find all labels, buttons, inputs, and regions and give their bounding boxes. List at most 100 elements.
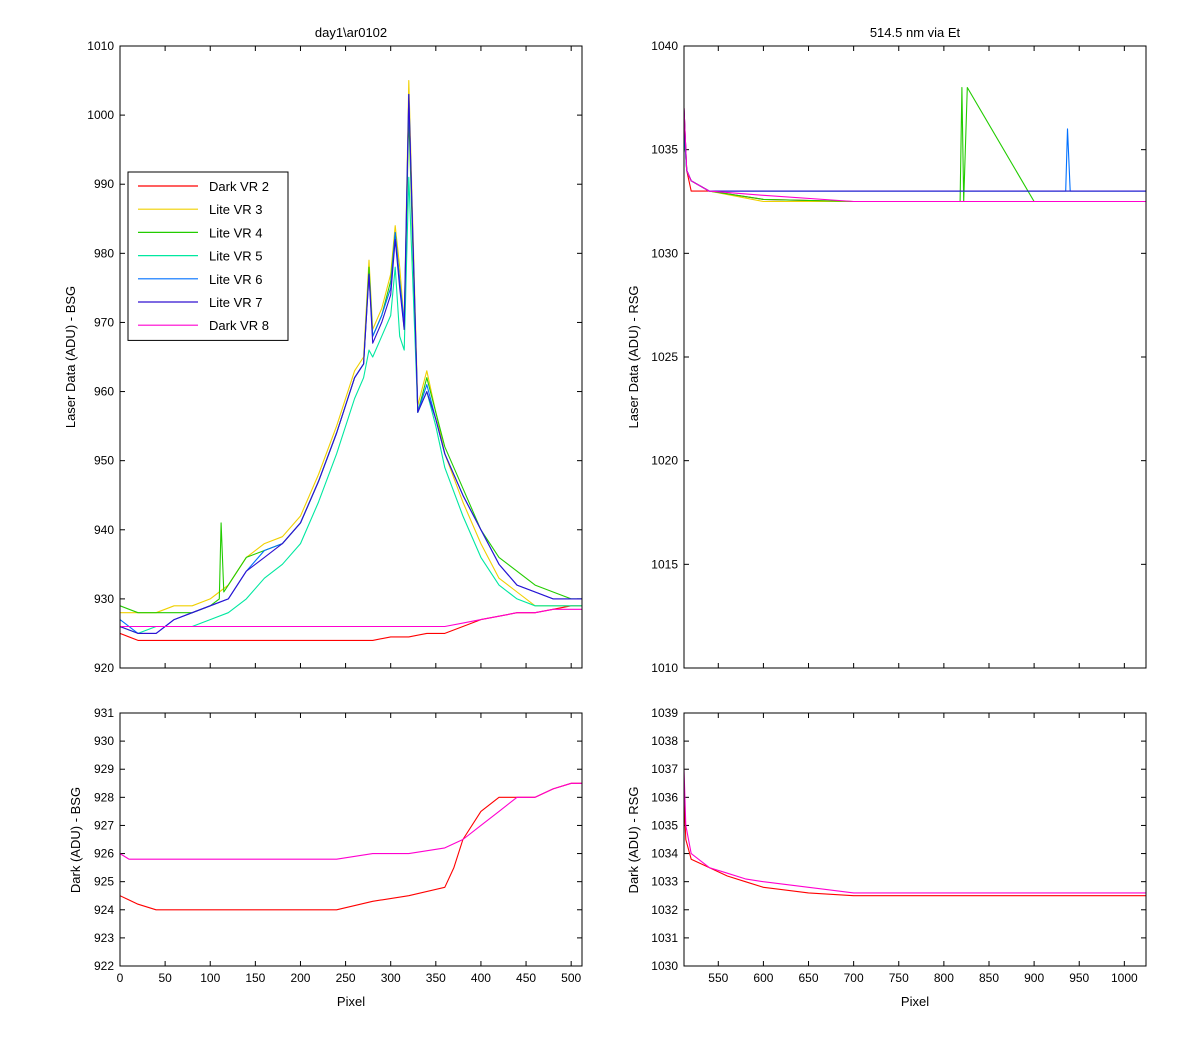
- panel-dark-rsg-ylabel: Dark (ADU) - RSG: [626, 787, 641, 894]
- dark-rsg-xtick-label: 650: [799, 971, 819, 985]
- legend-label-lite-vr-4: Lite VR 4: [209, 225, 262, 240]
- laser-bsg-ytick-label: 920: [94, 661, 114, 675]
- laser-bsg-ytick-label: 980: [94, 246, 114, 260]
- panel-laser-bsg-ylabel: Laser Data (ADU) - BSG: [63, 286, 78, 428]
- dark-rsg-xtick-label: 850: [979, 971, 999, 985]
- dark-rsg-xtick-label: 800: [934, 971, 954, 985]
- dark-bsg-ytick-label: 923: [94, 931, 114, 945]
- dark-rsg-xtick-label: 600: [753, 971, 773, 985]
- dark-bsg-xtick-label: 0: [117, 971, 124, 985]
- dark-rsg-xtick-label: 550: [708, 971, 728, 985]
- dark-bsg-ytick-label: 927: [94, 818, 114, 832]
- laser-bsg-ytick-label: 940: [94, 523, 114, 537]
- panel-dark-bsg: Dark (ADU) - BSG Pixel 0 50 100 150 200 250 30…: [68, 706, 583, 1009]
- dark-rsg-ytick-label: 1033: [651, 875, 678, 889]
- dark-bsg-ytick-label: 926: [94, 847, 114, 861]
- laser-rsg-series-dark-vr-8: [684, 108, 1146, 203]
- laser-bsg-ytick-label: 1010: [87, 39, 114, 53]
- legend: Dark VR 2 Lite VR 3 Lite VR 4 Lite VR 5 Lite…: [127, 171, 289, 341]
- dark-rsg-ytick-label: 1034: [651, 847, 678, 861]
- dark-rsg-ytick-label: 1036: [651, 790, 678, 804]
- dark-rsg-ytick-label: 1037: [651, 762, 678, 776]
- dark-rsg-ytick-label: 1035: [651, 818, 678, 832]
- legend-label-lite-vr-5: Lite VR 5: [209, 249, 262, 264]
- dark-rsg-ytick-label: 1039: [651, 706, 678, 720]
- dark-bsg-xtick-label: 50: [158, 971, 172, 985]
- dark-bsg-xtick-label: 150: [245, 971, 265, 985]
- laser-bsg-ytick-label: 950: [94, 454, 114, 468]
- panel-dark-rsg-xlabel: Pixel: [901, 994, 929, 1009]
- legend-label-lite-vr-7: Lite VR 7: [209, 295, 262, 310]
- dark-rsg-ytick-label: 1038: [651, 734, 678, 748]
- dark-bsg-series-dark-vr-2: [120, 782, 582, 911]
- laser-rsg-ytick-label: 1015: [651, 557, 678, 571]
- laser-bsg-series-dark-vr-2: [120, 605, 582, 641]
- laser-bsg-series-lite-vr-7: [120, 93, 582, 634]
- panel-laser-bsg-lines: [120, 80, 582, 641]
- dark-bsg-ytick-label: 931: [94, 706, 114, 720]
- legend-label-dark-vr-2: Dark VR 2: [209, 179, 269, 194]
- panel-dark-rsg-frame: [683, 712, 1147, 967]
- panel-laser-rsg-lines: [684, 86, 1146, 203]
- dark-bsg-ytick-label: 929: [94, 762, 114, 776]
- laser-bsg-ytick-label: 970: [94, 315, 114, 329]
- panel-laser-rsg-title: 514.5 nm via Et: [870, 25, 961, 40]
- dark-rsg-xtick-label: 1000: [1111, 971, 1138, 985]
- panel-dark-bsg-frame: [119, 712, 583, 967]
- dark-rsg-ytick-label: 1032: [651, 903, 678, 917]
- dark-rsg-xtick-label: 900: [1024, 971, 1044, 985]
- laser-rsg-ytick-label: 1020: [651, 454, 678, 468]
- dark-rsg-xtick-label: 950: [1069, 971, 1089, 985]
- laser-rsg-series-dark-vr-2: [684, 108, 1146, 203]
- panel-laser-rsg-frame: [683, 45, 1147, 669]
- dark-bsg-ytick-label: 928: [94, 790, 114, 804]
- dark-bsg-xtick-label: 400: [471, 971, 491, 985]
- panel-dark-bsg-ticks: 0 50 100 150 200 250 300 350 400 450 500 922 923 924 9…: [94, 706, 582, 985]
- laser-rsg-series-lite-vr-4: [684, 86, 1146, 203]
- panel-laser-bsg-title: day1\ar0102: [315, 25, 387, 40]
- laser-rsg-ytick-label: 1010: [651, 661, 678, 675]
- panel-laser-rsg-ylabel: Laser Data (ADU) - RSG: [626, 285, 641, 428]
- dark-bsg-xtick-label: 450: [516, 971, 536, 985]
- dark-bsg-ytick-label: 930: [94, 734, 114, 748]
- dark-bsg-xtick-label: 250: [336, 971, 356, 985]
- dark-rsg-xtick-label: 750: [889, 971, 909, 985]
- laser-bsg-ytick-label: 990: [94, 177, 114, 191]
- dark-bsg-ytick-label: 924: [94, 903, 114, 917]
- panel-dark-bsg-ylabel: Dark (ADU) - BSG: [68, 787, 83, 893]
- dark-bsg-xtick-label: 300: [381, 971, 401, 985]
- laser-rsg-ytick-label: 1030: [651, 246, 678, 260]
- laser-bsg-ytick-label: 930: [94, 592, 114, 606]
- laser-rsg-ytick-label: 1040: [651, 39, 678, 53]
- dark-bsg-xtick-label: 200: [290, 971, 310, 985]
- panel-laser-bsg: day1\ar0102 Laser Data (ADU) - BSG 920 93…: [63, 25, 583, 675]
- legend-label-lite-vr-6: Lite VR 6: [209, 272, 262, 287]
- laser-bsg-ytick-label: 1000: [87, 108, 114, 122]
- dark-rsg-series-dark-vr-8: [684, 769, 1146, 894]
- panel-laser-rsg-ticks: 1010 1015 1020 1025 1030 1035 1040: [651, 39, 1146, 675]
- laser-bsg-series-lite-vr-3: [120, 80, 582, 614]
- panel-dark-bsg-lines: [120, 782, 582, 911]
- laser-rsg-series-lite-vr-6: [684, 128, 1146, 192]
- dark-rsg-ytick-label: 1031: [651, 931, 678, 945]
- dark-bsg-xtick-label: 100: [200, 971, 220, 985]
- dark-bsg-ytick-label: 925: [94, 875, 114, 889]
- panel-laser-rsg: 514.5 nm via Et Laser Data (ADU) - RSG 1…: [626, 25, 1147, 675]
- laser-bsg-ytick-label: 960: [94, 385, 114, 399]
- laser-rsg-ytick-label: 1025: [651, 350, 678, 364]
- dark-bsg-xtick-label: 500: [561, 971, 581, 985]
- panel-laser-bsg-frame: [119, 45, 583, 669]
- panel-dark-rsg: Dark (ADU) - RSG Pixel 550 600 650 700 750 80…: [626, 706, 1147, 1009]
- dark-bsg-xtick-label: 350: [426, 971, 446, 985]
- dark-bsg-ytick-label: 922: [94, 959, 114, 973]
- panel-dark-bsg-xlabel: Pixel: [337, 994, 365, 1009]
- laser-rsg-ytick-label: 1035: [651, 143, 678, 157]
- laser-rsg-series-lite-vr-7: [684, 108, 1146, 192]
- panel-dark-rsg-lines: [684, 769, 1146, 897]
- panel-dark-rsg-ticks: 550 600 650 700 750 800 850 900 950 1000 1030 1031 1…: [651, 706, 1146, 985]
- legend-label-dark-vr-8: Dark VR 8: [209, 318, 269, 333]
- laser-bsg-series-dark-vr-8: [120, 608, 582, 628]
- panel-laser-bsg-ticks: 920 930 940 950 960 970 980 990 1000 1010: [87, 39, 582, 675]
- dark-rsg-xtick-label: 700: [844, 971, 864, 985]
